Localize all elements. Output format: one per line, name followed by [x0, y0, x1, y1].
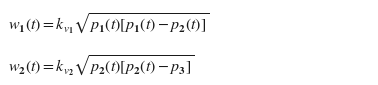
Text: $\mathbf{\mathit{w}}_\mathbf{2}(\mathbf{\mathit{t}}) = \mathbf{\mathit{k}}_{\mat: $\mathbf{\mathit{w}}_\mathbf{2}(\mathbf{…: [8, 54, 194, 78]
Text: $\mathbf{\mathit{w}}_\mathbf{1}(\mathbf{\mathit{t}}) = \mathbf{\mathit{k}}_{\mat: $\mathbf{\mathit{w}}_\mathbf{1}(\mathbf{…: [8, 12, 209, 36]
